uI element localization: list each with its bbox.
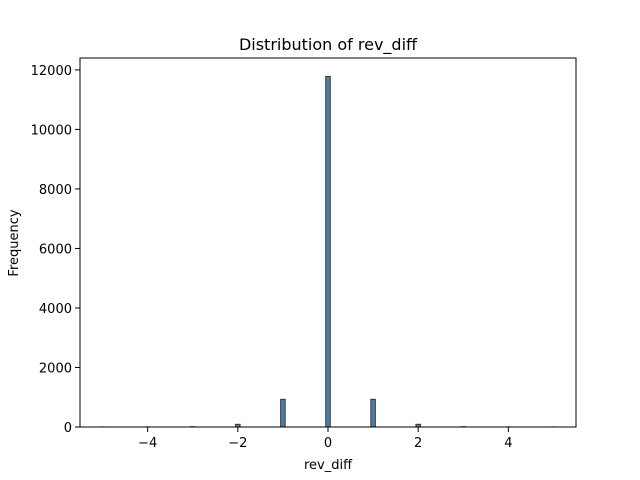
x-tick-label: 0 <box>324 436 332 451</box>
x-tick-label: 4 <box>504 436 512 451</box>
y-tick-label: 2000 <box>39 361 72 376</box>
y-tick-label: 8000 <box>39 183 72 198</box>
y-tick-label: 4000 <box>39 302 72 317</box>
y-tick-label: 6000 <box>39 242 72 257</box>
y-tick-label: 0 <box>64 421 72 436</box>
histogram-bar <box>280 398 286 428</box>
y-axis-label: Frequency <box>7 209 22 276</box>
x-axis: −4 −2 0 2 4 <box>138 427 513 451</box>
x-axis-label: rev_diff <box>304 458 353 473</box>
histogram-bar <box>370 398 376 428</box>
histogram-bar <box>325 75 331 428</box>
x-tick-label: −4 <box>138 436 157 451</box>
x-tick-label: 2 <box>414 436 422 451</box>
y-axis: 0 2000 4000 6000 8000 10000 12000 <box>31 64 80 436</box>
bars-group <box>99 75 557 428</box>
y-tick-label: 10000 <box>31 123 72 138</box>
x-tick-label: −2 <box>228 436 247 451</box>
y-tick-label: 12000 <box>31 64 72 79</box>
chart-title: Distribution of rev_diff <box>239 35 418 55</box>
